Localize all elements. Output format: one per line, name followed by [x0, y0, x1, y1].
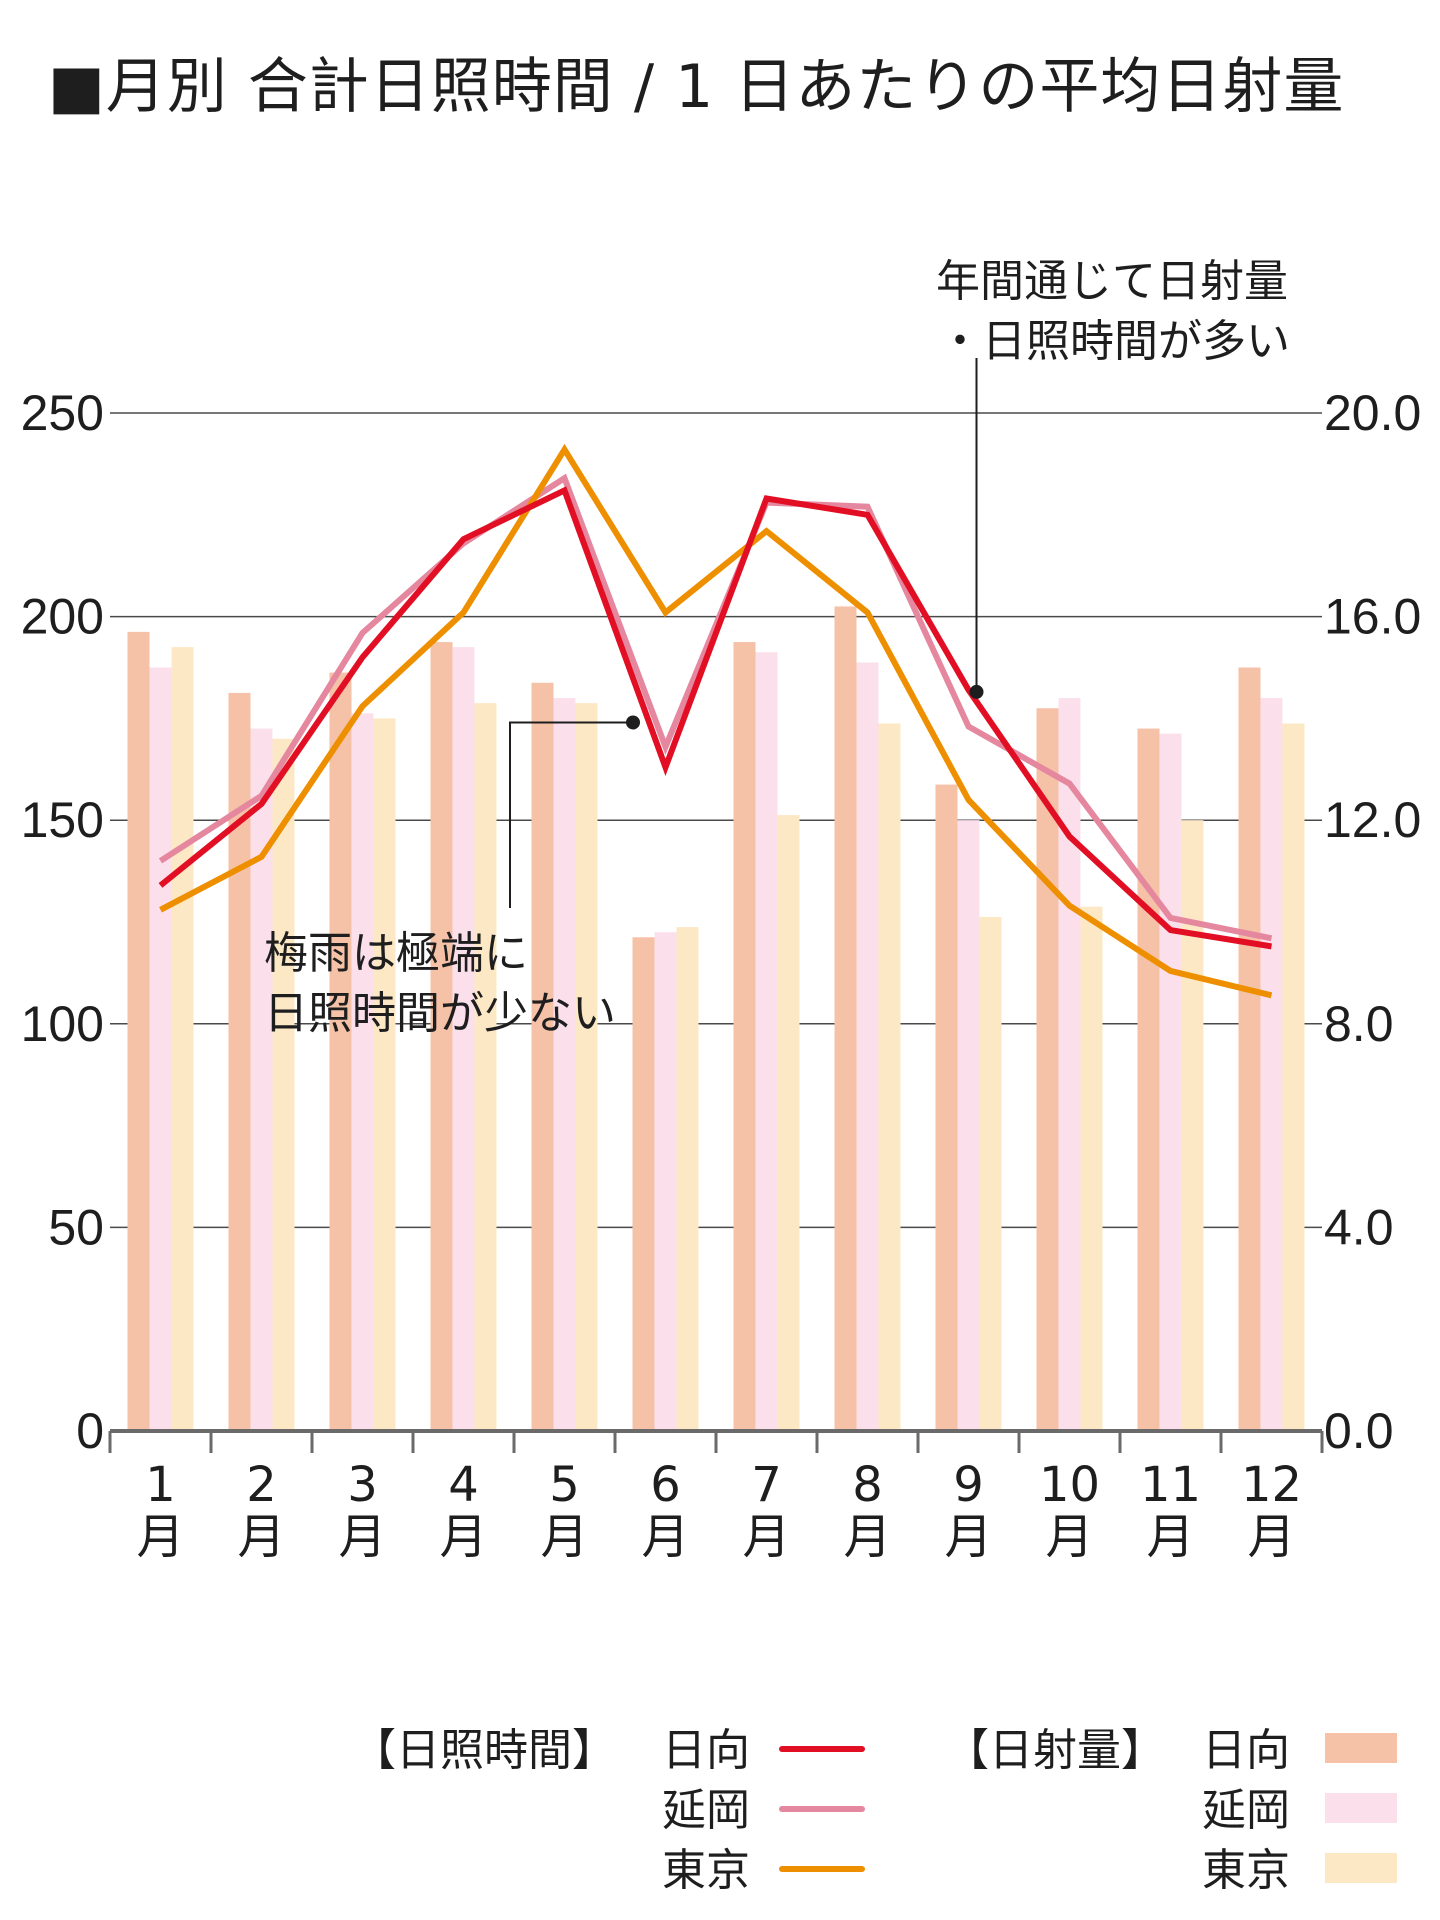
x-tick-label-number: 6 — [650, 1457, 681, 1513]
x-tick-label-unit: 月 — [843, 1509, 891, 1565]
annotation-text: 年間通じて日射量 — [936, 256, 1288, 307]
bar-延岡-7月 — [755, 652, 778, 1431]
bar-日向-11月 — [1137, 728, 1160, 1431]
bar-日向-1月 — [127, 631, 150, 1431]
bar-延岡-11月 — [1159, 733, 1182, 1431]
bar-日向-5月 — [531, 682, 554, 1431]
bar-延岡-2月 — [250, 728, 273, 1431]
x-tick-label-number: 2 — [246, 1457, 277, 1513]
bar-日向-2月 — [228, 692, 251, 1431]
bar-延岡-1月 — [149, 667, 172, 1431]
right-axis-tick-label: 0.0 — [1324, 1403, 1394, 1459]
bar-東京-7月 — [777, 815, 800, 1431]
bar-延岡-10月 — [1058, 698, 1081, 1431]
x-tick-label-unit: 月 — [1247, 1509, 1295, 1565]
left-axis-tick-label: 100 — [21, 996, 104, 1052]
right-axis-tick-label: 4.0 — [1324, 1199, 1394, 1255]
right-axis-tick-label: 12.0 — [1324, 792, 1421, 848]
x-tick-label-number: 12 — [1241, 1457, 1302, 1513]
x-tick-label-number: 11 — [1140, 1457, 1201, 1513]
bar-日向-3月 — [329, 672, 352, 1431]
bar-延岡-6月 — [654, 932, 677, 1431]
left-axis-tick-label: 0 — [76, 1403, 104, 1459]
lines — [158, 443, 1273, 999]
bar-東京-1月 — [171, 647, 194, 1431]
gridlines — [110, 412, 1322, 1229]
bar-延岡-8月 — [856, 662, 879, 1431]
right-axis-tick-label: 16.0 — [1324, 589, 1421, 645]
legend-swatch-bar-東京 — [1325, 1853, 1397, 1883]
legend-label-radiation: 日向 — [1202, 1725, 1290, 1776]
bar-東京-6月 — [676, 927, 699, 1431]
bar-日向-6月 — [632, 937, 655, 1431]
axes: 0501001502002500.04.08.012.016.020.01月2月… — [21, 385, 1422, 1565]
left-axis-tick-label: 150 — [21, 792, 104, 848]
x-tick-label-unit: 月 — [1045, 1509, 1093, 1565]
x-tick-label-number: 5 — [549, 1457, 580, 1513]
legend-swatch-bar-日向 — [1325, 1733, 1397, 1763]
left-axis-tick-label: 200 — [21, 589, 104, 645]
x-tick-label-number: 7 — [751, 1457, 782, 1513]
x-tick-label-unit: 月 — [742, 1509, 790, 1565]
bars — [127, 606, 1305, 1431]
x-tick-label-unit: 月 — [439, 1509, 487, 1565]
annotation-text: 梅雨は極端に — [264, 928, 528, 979]
x-tick-label-number: 9 — [953, 1457, 984, 1513]
x-tick-label-unit: 月 — [338, 1509, 386, 1565]
annotation-text: 日照時間が少ない — [264, 988, 616, 1039]
x-tick-label-unit: 月 — [237, 1509, 285, 1565]
bar-日向-8月 — [834, 606, 857, 1431]
x-tick-label-unit: 月 — [944, 1509, 992, 1565]
bar-東京-2月 — [272, 738, 295, 1431]
x-tick-label-unit: 月 — [540, 1509, 588, 1565]
legend-label-radiation: 東京 — [1202, 1845, 1290, 1896]
x-tick-label-number: 10 — [1039, 1457, 1100, 1513]
bar-東京-10月 — [1080, 906, 1103, 1431]
x-tick-label-unit: 月 — [641, 1509, 689, 1565]
legend-label-sunshine: 東京 — [662, 1845, 750, 1896]
chart-title: ■月別 合計日照時間 / 1 日あたりの平均日射量 — [48, 52, 1345, 122]
annotation-leader-line — [509, 721, 633, 908]
x-tick-label-number: 4 — [448, 1457, 479, 1513]
bar-東京-11月 — [1181, 820, 1204, 1431]
bar-延岡-3月 — [351, 713, 374, 1431]
bar-東京-4月 — [474, 703, 497, 1431]
line-series-東京 — [159, 443, 1273, 999]
x-tick-label-number: 3 — [347, 1457, 378, 1513]
bar-延岡-5月 — [553, 698, 576, 1431]
bar-延岡-9月 — [957, 820, 980, 1431]
legend-label-radiation: 延岡 — [1202, 1785, 1290, 1836]
right-axis-tick-label: 20.0 — [1324, 385, 1421, 441]
x-tick-label-unit: 月 — [1146, 1509, 1194, 1565]
bar-東京-9月 — [979, 916, 1002, 1431]
legend-swatch-bar-延岡 — [1325, 1793, 1397, 1823]
bar-日向-12月 — [1238, 667, 1261, 1431]
bar-延岡-12月 — [1260, 698, 1283, 1431]
legend-group-label-radiation: 【日射量】 — [945, 1725, 1165, 1776]
bar-日向-9月 — [935, 784, 958, 1431]
bar-東京-12月 — [1282, 723, 1305, 1431]
bar-日向-4月 — [430, 642, 453, 1431]
annotation-dot — [969, 684, 984, 699]
bar-延岡-4月 — [452, 647, 475, 1431]
left-axis-tick-label: 50 — [48, 1199, 104, 1255]
bar-日向-7月 — [733, 642, 756, 1431]
annotation-text: ・日照時間が多い — [938, 316, 1290, 367]
legend-label-sunshine: 延岡 — [662, 1785, 750, 1836]
x-tick-label-number: 1 — [145, 1457, 176, 1513]
legend-group-label-sunshine: 【日照時間】 — [352, 1725, 616, 1776]
bar-東京-5月 — [575, 703, 598, 1431]
annotation-dot — [626, 715, 640, 730]
bar-東京-8月 — [878, 723, 901, 1431]
left-axis-tick-label: 250 — [21, 385, 104, 441]
right-axis-tick-label: 8.0 — [1324, 996, 1394, 1052]
x-tick-label-unit: 月 — [136, 1509, 184, 1565]
x-tick-label-number: 8 — [852, 1457, 883, 1513]
bar-東京-3月 — [373, 718, 396, 1431]
legend-label-sunshine: 日向 — [662, 1725, 750, 1776]
line-series-日向 — [158, 486, 1272, 950]
